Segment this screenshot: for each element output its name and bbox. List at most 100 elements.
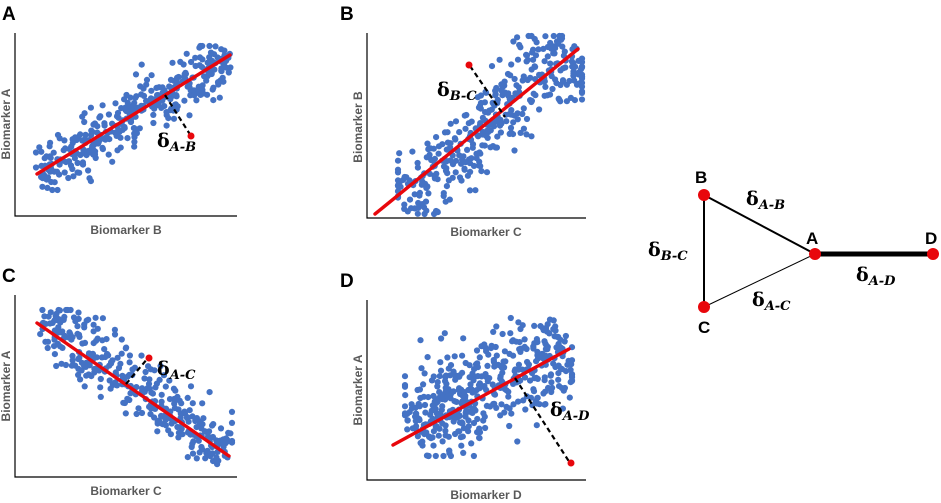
scatter-point: [421, 401, 429, 409]
scatter-point: [47, 168, 54, 175]
node-b-label: B: [695, 168, 707, 187]
scatter-point: [432, 405, 439, 412]
scatter-point: [483, 169, 491, 176]
scatter-point: [199, 421, 206, 428]
scatter-point: [476, 354, 483, 361]
panel-c-x-axis-label: Biomarker C: [90, 484, 162, 498]
scatter-point: [549, 85, 556, 93]
scatter-point: [458, 419, 466, 426]
scatter-point: [55, 329, 62, 336]
scatter-point: [456, 152, 463, 159]
scatter-point: [184, 394, 191, 401]
scatter-point: [433, 170, 440, 177]
scatter-point: [506, 422, 513, 430]
scatter-point: [534, 339, 541, 346]
scatter-point: [63, 306, 70, 314]
scatter-point: [150, 111, 157, 118]
scatter-point: [481, 142, 488, 149]
scatter-point: [75, 355, 82, 363]
scatter-point: [577, 79, 584, 86]
panel-a-axes: [14, 33, 237, 217]
scatter-point: [220, 78, 227, 85]
scatter-point: [47, 139, 54, 146]
panel-b-label: B: [340, 4, 354, 25]
scatter-point: [118, 350, 125, 357]
scatter-point: [523, 58, 530, 65]
scatter-point: [559, 43, 566, 50]
scatter-point: [515, 398, 522, 405]
scatter-point: [446, 447, 453, 454]
scatter-point: [462, 413, 469, 420]
edge-a-b: [703, 194, 816, 255]
scatter-point: [422, 198, 430, 205]
scatter-point: [37, 331, 44, 338]
scatter-point: [181, 97, 188, 104]
edge-a-c-label: δA-C: [752, 289, 791, 314]
scatter-point: [428, 377, 436, 384]
scatter-point: [501, 82, 508, 89]
scatter-point: [438, 335, 445, 342]
scatter-point: [498, 401, 505, 408]
scatter-point: [430, 392, 437, 400]
scatter-point: [479, 128, 486, 135]
scatter-point: [90, 321, 97, 328]
panel-c-delta: δA-C: [157, 358, 196, 383]
scatter-point: [466, 187, 474, 194]
scatter-point: [488, 342, 495, 349]
scatter-point: [456, 174, 464, 181]
scatter-point: [459, 352, 466, 359]
scatter-point: [482, 372, 489, 379]
scatter-point: [512, 91, 520, 98]
scatter-point: [546, 316, 554, 323]
scatter-point: [142, 368, 149, 376]
scatter-point: [42, 320, 49, 327]
scatter-point: [79, 340, 86, 347]
scatter-point: [472, 187, 479, 194]
scatter-point: [52, 315, 60, 322]
scatter-point: [430, 442, 437, 449]
scatter-point: [144, 385, 151, 392]
scatter-point: [434, 383, 441, 390]
scatter-point: [414, 210, 421, 217]
panel-a: A δA-B Biomarker B Biomarker A: [0, 4, 237, 237]
scatter-point: [494, 96, 501, 103]
scatter-point: [498, 87, 505, 94]
scatter-point: [213, 454, 220, 461]
scatter-point: [445, 365, 452, 372]
scatter-point: [447, 395, 454, 402]
scatter-point: [436, 389, 443, 396]
scatter-point: [123, 91, 130, 99]
scatter-point: [497, 362, 504, 370]
scatter-point: [47, 154, 54, 161]
scatter-point: [53, 362, 60, 370]
scatter-point: [530, 90, 537, 97]
scatter-point: [184, 454, 191, 461]
scatter-point: [228, 419, 236, 426]
scatter-point: [210, 97, 217, 104]
scatter-point: [510, 119, 517, 126]
scatter-point: [550, 326, 557, 333]
scatter-point: [556, 32, 563, 40]
panel-a-outlier-point: [187, 132, 195, 140]
scatter-point: [452, 118, 460, 125]
scatter-point: [193, 424, 200, 431]
scatter-point: [541, 58, 548, 65]
scatter-point: [450, 388, 457, 395]
scatter-point: [158, 391, 165, 398]
scatter-point: [514, 110, 521, 117]
scatter-point: [162, 383, 169, 390]
scatter-point: [439, 438, 446, 445]
scatter-point: [119, 372, 126, 379]
scatter-point: [470, 419, 478, 427]
scatter-point: [101, 120, 108, 127]
scatter-point: [417, 439, 424, 447]
scatter-point: [401, 205, 408, 212]
scatter-point: [86, 175, 93, 182]
scatter-point: [150, 119, 157, 127]
scatter-point: [83, 372, 90, 379]
scatter-point: [72, 318, 79, 325]
scatter-point: [135, 405, 142, 412]
scatter-point: [469, 144, 476, 151]
node-c-label: C: [698, 318, 710, 337]
panel-c-outlier-point: [145, 354, 153, 362]
